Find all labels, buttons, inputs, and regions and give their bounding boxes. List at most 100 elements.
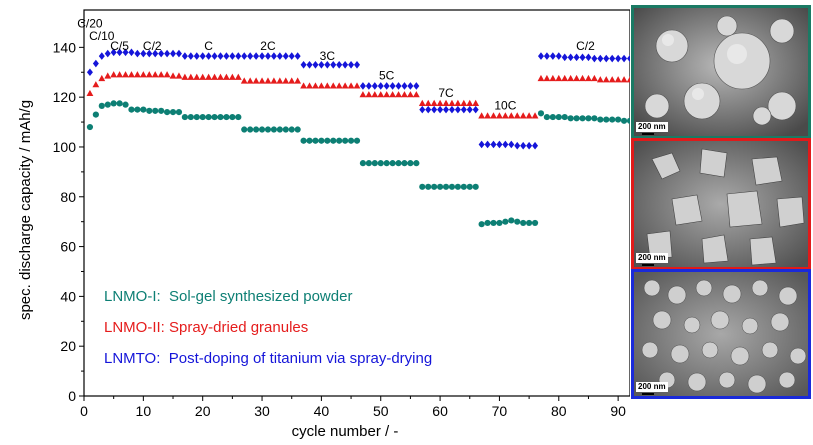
data-point [158, 107, 165, 114]
data-point [412, 91, 420, 98]
data-point [448, 99, 456, 106]
data-point [122, 101, 129, 108]
data-point [264, 126, 272, 133]
data-marks [86, 48, 630, 228]
data-point [537, 74, 545, 82]
data-point [139, 71, 147, 78]
sem-image-lnmo-ii: 200 nm [632, 139, 810, 269]
data-point [608, 76, 616, 83]
rate-label: 3C [320, 49, 336, 63]
data-point [532, 141, 539, 150]
data-point [561, 74, 569, 82]
data-point [264, 77, 272, 84]
data-point [472, 183, 479, 190]
data-point [484, 219, 491, 227]
data-point [211, 52, 218, 60]
sem-frame-blue [631, 269, 811, 399]
data-point [318, 60, 325, 69]
data-point [175, 72, 183, 79]
data-point [128, 71, 135, 78]
data-point [573, 74, 580, 82]
data-point [347, 137, 355, 144]
data-point [92, 81, 100, 88]
data-point [145, 71, 153, 78]
data-point [341, 82, 349, 89]
data-point [175, 49, 182, 58]
data-point [318, 137, 325, 144]
data-point [336, 137, 343, 144]
scale-bar-label: 200 nm [636, 253, 668, 263]
data-point [496, 219, 503, 227]
data-point [146, 107, 153, 114]
data-point [555, 52, 562, 60]
data-point [371, 91, 379, 98]
data-point [365, 160, 372, 167]
x-tick-label: 30 [254, 403, 270, 419]
data-point [377, 160, 384, 167]
data-point [502, 218, 509, 225]
data-point [448, 105, 455, 114]
rate-label: C/20 [77, 16, 103, 30]
data-point [335, 82, 343, 89]
data-point [110, 100, 117, 107]
data-point [234, 73, 242, 80]
rate-label: 5C [379, 69, 395, 83]
data-point [353, 137, 361, 144]
data-point [621, 54, 628, 63]
y-tick-label: 0 [68, 388, 76, 404]
data-point [92, 59, 99, 68]
data-point [454, 99, 462, 106]
data-point [472, 105, 479, 114]
data-point [442, 183, 450, 190]
data-point [170, 49, 177, 58]
data-point [407, 82, 414, 90]
data-point [531, 112, 539, 119]
data-point [478, 221, 485, 228]
data-point [330, 137, 337, 144]
data-point [253, 52, 260, 60]
data-point [276, 77, 284, 84]
data-point [146, 49, 153, 58]
data-point [502, 140, 509, 149]
data-point [609, 54, 616, 63]
data-point [258, 77, 266, 84]
data-point [596, 76, 604, 83]
data-point [561, 113, 568, 121]
sem-image-lntmo: 200 nm [632, 6, 810, 138]
data-point [484, 112, 491, 119]
data-point [508, 140, 515, 149]
data-point [377, 91, 385, 98]
data-point [484, 140, 491, 149]
data-point [591, 115, 598, 122]
data-point [359, 91, 367, 98]
data-point [104, 72, 112, 79]
rate-label: C/2 [576, 39, 595, 53]
data-point [116, 71, 124, 78]
data-point [98, 74, 106, 82]
rate-label: C/5 [110, 39, 129, 53]
data-point [513, 112, 521, 119]
data-point [205, 52, 212, 60]
data-point [430, 99, 438, 106]
data-point [573, 53, 580, 62]
data-point [460, 99, 468, 106]
rate-label: C/2 [143, 39, 162, 53]
data-point [614, 76, 622, 83]
data-point [306, 82, 313, 89]
x-tick-label: 50 [373, 403, 389, 419]
sem-frame-teal [631, 5, 811, 139]
data-point [442, 99, 450, 106]
rate-label: C/10 [89, 29, 115, 43]
data-point [252, 77, 260, 84]
data-point [199, 113, 206, 121]
data-point [306, 137, 313, 144]
data-point [377, 82, 384, 90]
data-point [329, 82, 337, 89]
data-point [519, 112, 527, 119]
data-point [247, 52, 254, 60]
data-point [217, 73, 224, 80]
y-tick-label: 60 [60, 239, 76, 255]
scale-bar [642, 133, 654, 135]
data-point [122, 48, 129, 57]
data-point [383, 82, 390, 90]
